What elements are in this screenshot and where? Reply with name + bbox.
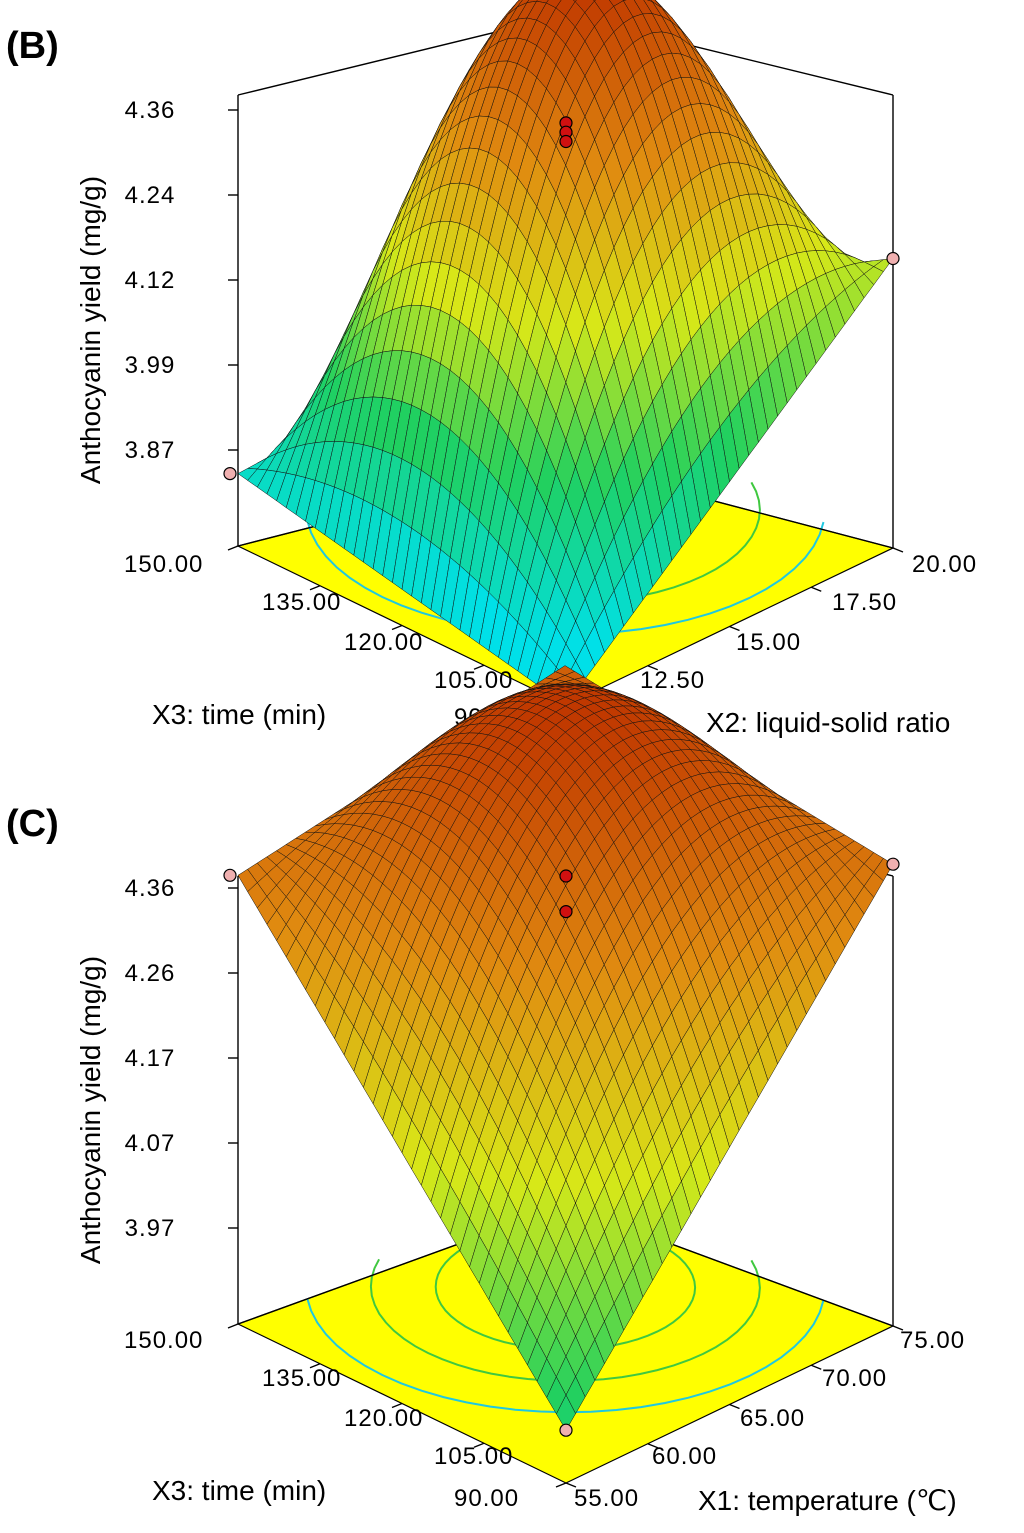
surface-facet xyxy=(556,1394,576,1431)
design-point xyxy=(559,869,573,883)
z-tick-label: 4.36 xyxy=(125,875,176,902)
time-tick-mark xyxy=(309,585,321,591)
design-point xyxy=(886,251,900,266)
z-tick-label: 4.24 xyxy=(125,182,176,209)
z-tick-label: 4.36 xyxy=(125,97,176,124)
time-tick-label: 120.00 xyxy=(344,1405,423,1432)
design-point xyxy=(559,904,573,919)
x-tick-label: 65.00 xyxy=(740,1405,805,1432)
z-tick-label: 3.97 xyxy=(125,1215,176,1242)
x-tick-mark xyxy=(729,1403,740,1410)
x-tick-label: 17.50 xyxy=(832,589,897,616)
design-point xyxy=(559,1423,573,1437)
panel-c-z-axis-label: Anthocyanin yield (mg/g) xyxy=(75,956,106,1264)
x-tick-label: 55.00 xyxy=(574,1485,639,1512)
x-tick-mark xyxy=(729,625,740,632)
time-tick-label: 135.00 xyxy=(262,589,341,616)
time-tick-mark xyxy=(473,1442,485,1448)
z-tick-label: 4.26 xyxy=(125,960,176,987)
z-tick-label: 4.17 xyxy=(125,1045,176,1072)
z-tick-label: 4.07 xyxy=(125,1130,176,1157)
time-tick-mark xyxy=(309,1363,321,1369)
panel-b-letter: (B) xyxy=(6,25,59,67)
panel-c-letter: (C) xyxy=(6,803,59,845)
panel-c-surface xyxy=(237,665,894,1431)
time-tick-mark xyxy=(227,545,239,551)
time-tick-mark xyxy=(227,1323,239,1329)
x-tick-mark xyxy=(647,1443,659,1449)
x-tick-label: 60.00 xyxy=(652,1443,717,1470)
x-tick-mark xyxy=(647,665,659,671)
x-tick-mark xyxy=(892,547,904,553)
x-tick-label: 70.00 xyxy=(822,1365,887,1392)
time-tick-label: 105.00 xyxy=(434,667,513,694)
panel-c: (C) 4.36 4.26 4.17 4.07 3.97 90.00 105.00 120.… xyxy=(6,665,965,1516)
panel-b-z-ticks: 4.36 4.24 4.12 3.99 3.87 xyxy=(125,97,238,464)
panel-b-surface xyxy=(237,0,894,706)
time-tick-label: 150.00 xyxy=(124,551,203,578)
panel-b-y-axis-label: X3: time (min) xyxy=(152,699,326,730)
panel-c-x-axis-label: X1: temperature (℃) xyxy=(698,1485,957,1516)
panel-c-design-points xyxy=(223,857,900,1437)
time-tick-mark xyxy=(391,1402,403,1409)
z-tick-label: 4.12 xyxy=(125,267,176,294)
panel-b-x-axis-label: X2: liquid-solid ratio xyxy=(706,707,950,738)
panel-c-z-ticks: 4.36 4.26 4.17 4.07 3.97 xyxy=(125,875,238,1242)
time-tick-label: 135.00 xyxy=(262,1365,341,1392)
z-tick-label: 3.87 xyxy=(125,437,176,464)
time-tick-mark xyxy=(473,664,485,670)
z-tick-label: 3.99 xyxy=(125,352,176,379)
design-point xyxy=(223,467,237,481)
time-tick-label: 90.00 xyxy=(454,1485,519,1512)
x-tick-mark xyxy=(810,586,822,592)
time-tick-mark xyxy=(555,1482,567,1488)
design-point xyxy=(559,134,573,149)
x-tick-mark xyxy=(892,1325,904,1331)
panel-c-temperature-ticks: 55.00 60.00 65.00 70.00 75.00 xyxy=(565,1325,965,1512)
time-tick-label: 150.00 xyxy=(124,1327,203,1354)
design-point xyxy=(223,868,237,882)
panel-b: (B) 4.364.244.123.993.87 90.00105.00120.… xyxy=(6,0,977,738)
x-tick-mark xyxy=(565,1482,577,1488)
time-tick-mark xyxy=(391,624,403,631)
x-tick-label: 20.00 xyxy=(912,551,977,578)
x-tick-label: 75.00 xyxy=(900,1327,965,1354)
x-tick-label: 15.00 xyxy=(736,629,801,656)
time-tick-label: 105.00 xyxy=(434,1443,513,1470)
panel-b-z-axis-label: Anthocyanin yield (mg/g) xyxy=(75,176,106,484)
panel-c-y-axis-label: X3: time (min) xyxy=(152,1475,326,1506)
design-point xyxy=(886,857,900,871)
x-tick-mark xyxy=(810,1364,822,1370)
time-tick-label: 120.00 xyxy=(344,629,423,656)
x-tick-label: 12.50 xyxy=(640,667,705,694)
